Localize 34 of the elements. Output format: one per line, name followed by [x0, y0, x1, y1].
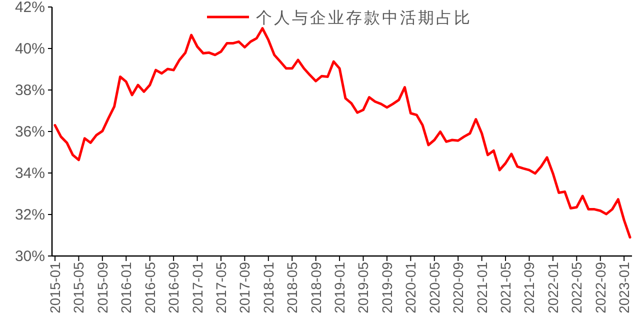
y-tick-label: 36%: [14, 124, 45, 140]
y-tick-label: 40%: [14, 40, 45, 58]
legend-label: 个人与企业存款中活期占比: [256, 9, 472, 27]
x-tick-label: 2022-01: [544, 262, 561, 314]
x-tick-label: 2018-09: [308, 262, 324, 314]
x-tick-label: 2018-01: [260, 262, 276, 314]
x-tick-label: 2016-01: [118, 262, 134, 314]
x-tick-label: 2017-01: [189, 262, 206, 314]
y-tick-label: 30%: [14, 248, 45, 265]
x-tick-label: 2023-01: [616, 262, 632, 314]
x-tick-label: 2015-05: [70, 262, 87, 314]
y-tick-label: 32%: [14, 206, 45, 224]
x-tick-label: 2016-05: [142, 262, 158, 314]
x-tick-label: 2019-01: [332, 262, 348, 314]
x-tick-label: 2019-09: [378, 262, 395, 314]
x-tick-label: 2015-01: [47, 262, 63, 314]
x-tick-label: 2021-01: [474, 262, 490, 314]
x-tick-label: 2017-09: [236, 262, 253, 314]
x-tick-label: 2020-05: [426, 262, 442, 314]
x-tick-label: 2020-09: [450, 262, 466, 314]
line-series: [54, 27, 632, 239]
x-tick-label: 2022-09: [592, 262, 608, 314]
x-tick-label: 2015-09: [94, 262, 110, 314]
x-tick-label: 2019-05: [355, 262, 372, 314]
y-tick-label: 42%: [14, 0, 45, 16]
y-tick-label: 38%: [14, 82, 45, 99]
x-tick-label: 2022-05: [568, 262, 585, 314]
x-tick-label: 2020-01: [402, 262, 419, 314]
x-tick-label: 2021-09: [521, 262, 538, 314]
x-tick-label: 2017-05: [212, 262, 229, 314]
x-tick-label: 2021-05: [498, 262, 514, 314]
x-tick-label: 2018-05: [284, 262, 300, 314]
y-tick-label: 34%: [14, 165, 45, 182]
x-tick-label: 2016-09: [166, 262, 182, 314]
